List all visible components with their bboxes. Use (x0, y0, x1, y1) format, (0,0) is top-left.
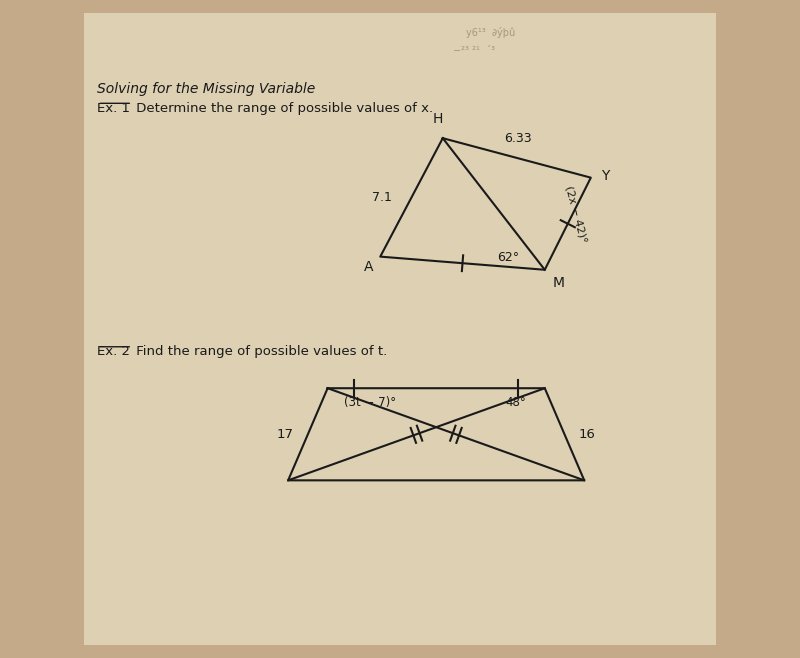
Text: M: M (553, 276, 565, 290)
Text: 17: 17 (277, 428, 294, 441)
Text: 62°: 62° (498, 251, 520, 265)
Text: Solving for the Missing Variable: Solving for the Missing Variable (98, 82, 315, 96)
Text: Ex. 2: Ex. 2 (98, 345, 130, 359)
Text: Determine the range of possible values of x.: Determine the range of possible values o… (132, 102, 434, 115)
Text: Ex. 1: Ex. 1 (98, 102, 130, 115)
Text: 48°: 48° (506, 396, 526, 409)
Text: 6.33: 6.33 (504, 132, 532, 145)
Text: −²³ ²¹  ´³: −²³ ²¹ ´³ (453, 46, 494, 56)
FancyBboxPatch shape (84, 13, 716, 645)
Text: (2x − 42)°: (2x − 42)° (563, 184, 588, 243)
Text: 16: 16 (579, 428, 596, 441)
Text: A: A (364, 260, 373, 274)
Text: H: H (432, 113, 442, 126)
Text: Y: Y (601, 168, 609, 183)
Text: 7.1: 7.1 (372, 191, 392, 204)
Text: y6¹³  ∂ýþû: y6¹³ ∂ýþû (466, 27, 515, 38)
Text: (3t − 7)°: (3t − 7)° (344, 396, 396, 409)
Text: Find the range of possible values of t.: Find the range of possible values of t. (132, 345, 387, 359)
